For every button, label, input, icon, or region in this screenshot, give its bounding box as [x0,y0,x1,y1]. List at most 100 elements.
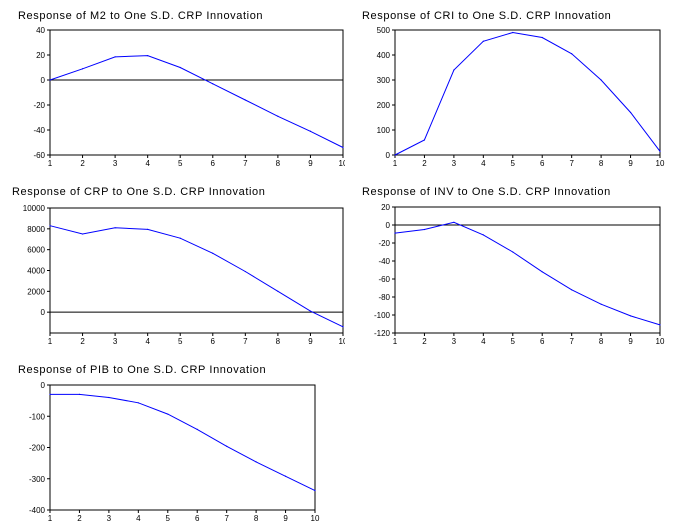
x-tick-label: 1 [48,514,53,523]
x-tick-label: 4 [481,337,486,346]
data-point [394,154,396,156]
x-tick-label: 8 [599,159,604,168]
x-tick-label: 7 [569,337,574,346]
y-tick-label: -20 [378,239,390,248]
data-point [244,270,246,273]
data-point [49,393,51,395]
data-point [571,53,573,55]
data-point [49,79,51,81]
x-tick-label: 6 [211,337,216,346]
chart-panel-cri: Response of CRI to One S.D. CRP Innovati… [345,0,691,175]
plot-frame [394,206,661,334]
plot-frame [394,29,661,156]
y-tick-label: -60 [33,151,45,160]
series-line [50,393,316,492]
x-tick-label: 10 [656,337,665,346]
data-point [423,139,426,141]
x-tick-label: 8 [276,337,281,346]
data-point [147,228,149,230]
y-tick-label: 500 [377,26,391,35]
data-point [482,234,484,236]
data-point [179,237,181,239]
x-tick-label: 3 [113,159,118,168]
x-tick-label: 7 [243,337,248,346]
data-point [244,99,246,101]
chart-title: Response of PIB to One S.D. CRP Innovati… [18,364,267,376]
x-tick-label: 9 [628,337,633,346]
y-tick-label: -60 [378,275,390,284]
y-tick-label: -300 [29,475,46,484]
x-tick-label: 10 [339,159,345,168]
plot-frame [49,384,316,511]
x-tick-label: 10 [656,159,665,168]
x-tick-label: 1 [393,159,398,168]
x-tick-label: 6 [211,159,216,168]
data-point [137,402,139,404]
data-point [629,315,632,317]
series-line [49,55,344,148]
x-tick-label: 2 [422,337,427,346]
chart-crp: 10000 8000 6000 4000 2000 0 1 2 3 4 5 6 7 8 9 10 [23,204,348,346]
data-point [309,130,312,132]
x-tick-label: 3 [452,337,457,346]
data-point [147,55,149,57]
x-tick-label: 4 [145,337,150,346]
chart-panel-m2: Response of M2 to One S.D. CRP Innovatio… [0,0,348,175]
x-tick-label: 4 [136,514,141,523]
x-tick-label: 5 [178,159,183,168]
x-tick-label: 7 [243,159,248,168]
y-tick-label: 2000 [27,287,45,296]
x-tick-label: 7 [569,159,574,168]
data-point [284,475,287,477]
x-tick-label: 2 [422,159,427,168]
data-point [78,393,81,395]
x-tick-label: 3 [107,514,112,523]
data-point [512,251,514,253]
data-point [226,445,228,447]
x-tick-label: 7 [224,514,229,523]
x-tick-label: 2 [77,514,82,523]
data-point [659,324,661,326]
chart-m2: 40 20 0 -20 -40 -601 2 3 4 5 6 7 8 9 10 [33,26,348,168]
y-tick-label: -100 [29,412,46,421]
data-point [212,83,214,85]
y-tick-label: 8000 [27,225,45,234]
chart-cri: 500 400 300 200 100 01 2 3 4 5 6 7 8 9 10 [377,26,665,168]
x-tick-label: 9 [283,514,288,523]
data-point [277,290,279,292]
data-point [114,227,116,229]
data-point [394,232,396,234]
chart-title: Response of M2 to One S.D. CRP Innovatio… [18,10,264,22]
y-tick-label: -120 [374,329,391,338]
x-tick-label: 1 [393,337,398,346]
y-tick-label: 0 [41,381,46,390]
data-point [453,221,455,223]
x-tick-label: 5 [178,337,183,346]
y-tick-label: 40 [36,26,45,35]
x-tick-label: 3 [113,337,118,346]
y-tick-label: -100 [374,311,391,320]
y-tick-label: -400 [29,506,46,515]
chart-title: Response of CRP to One S.D. CRP Innovati… [12,186,266,198]
y-tick-label: 0 [386,221,391,230]
y-tick-label: -40 [378,257,390,266]
y-tick-label: -200 [29,444,46,453]
x-tick-label: 8 [599,337,604,346]
y-tick-label: 0 [41,308,46,317]
x-tick-label: 8 [254,514,259,523]
x-tick-label: 9 [308,337,313,346]
data-point [541,271,543,273]
x-tick-label: 2 [80,337,85,346]
x-tick-label: 5 [166,514,171,523]
data-point [108,396,110,399]
x-tick-label: 6 [540,159,545,168]
x-tick-label: 1 [48,159,53,168]
data-point [600,79,602,81]
y-tick-label: 10000 [23,204,46,213]
data-point [453,69,455,71]
y-tick-label: -80 [378,293,390,302]
data-point [512,31,514,34]
y-tick-label: 0 [386,151,391,160]
